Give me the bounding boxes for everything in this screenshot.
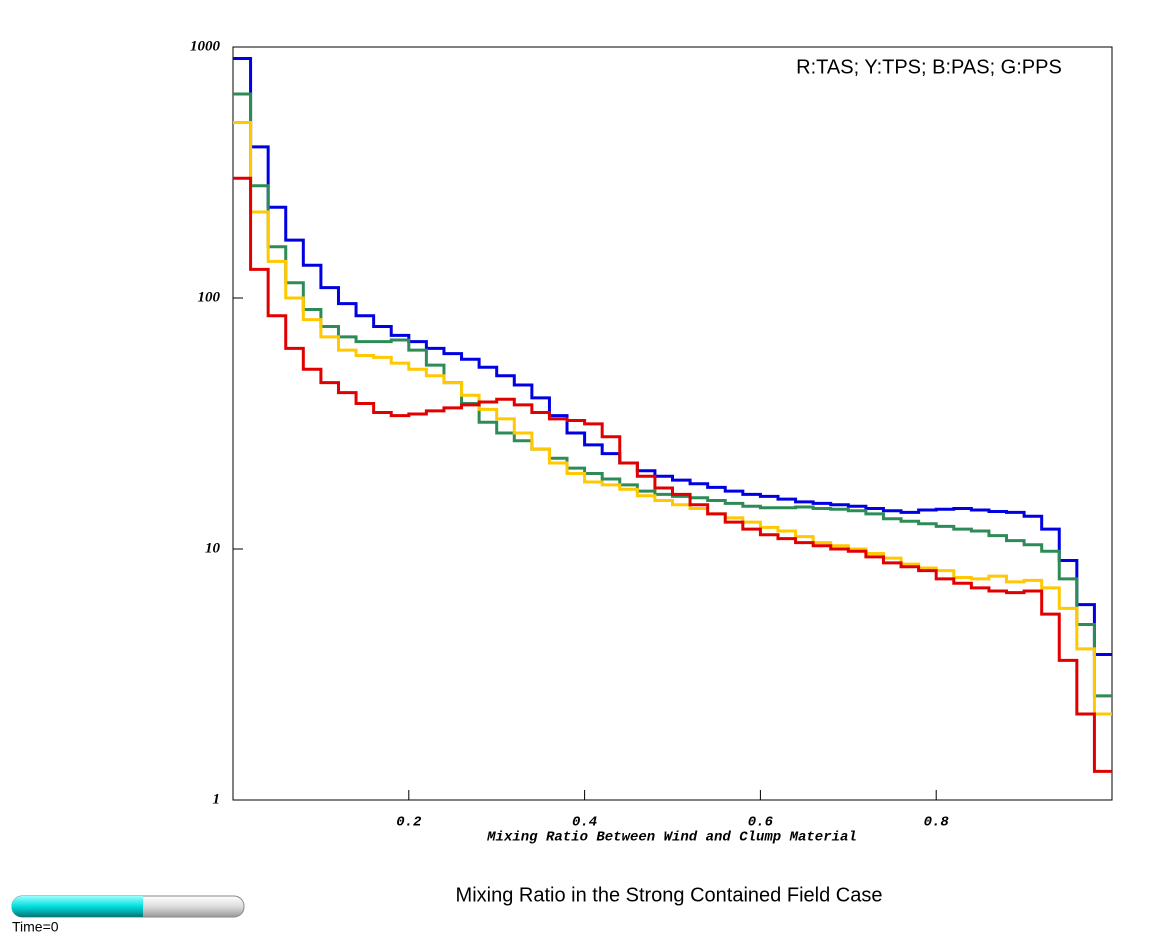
series-line (233, 56, 1112, 656)
series-line (233, 121, 1112, 716)
chart-title: Mixing Ratio in the Strong Contained Fie… (456, 884, 883, 906)
series-line (233, 92, 1112, 698)
x-tick-label: 0.6 (748, 815, 774, 831)
plot-lines (233, 56, 1112, 773)
x-axis-label: Mixing Ratio Between Wind and Clump Mate… (486, 830, 857, 846)
y-tick-label: 1 (213, 791, 221, 807)
y-tick-label: 1000 (190, 38, 221, 54)
x-tick-label: 0.8 (924, 815, 950, 831)
y-tick-label: 100 (198, 289, 221, 305)
time-slider (11, 895, 245, 918)
x-tick-label: 0.2 (396, 815, 422, 831)
time-label: Time=0 (12, 919, 59, 935)
annotation: R:TAS; Y:TPS; B:PAS; G:PPS (796, 56, 1062, 78)
y-tick-label: 10 (205, 540, 221, 556)
slider-fill (11, 896, 144, 917)
plot-frame (232, 46, 1113, 801)
series-line (233, 176, 1112, 773)
x-tick-label: 0.4 (572, 815, 597, 831)
